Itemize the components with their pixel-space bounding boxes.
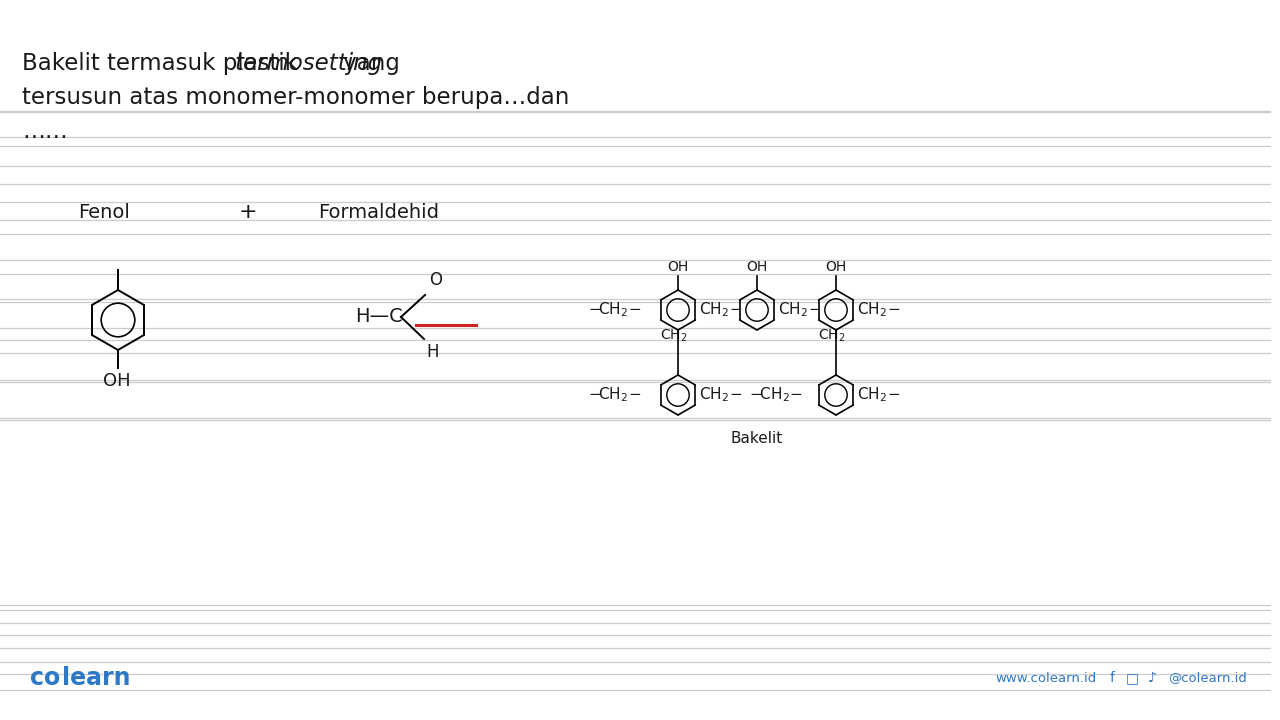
- Text: $-\!$CH$_2\!-$: $-\!$CH$_2\!-$: [588, 386, 641, 405]
- Text: OH: OH: [746, 260, 768, 274]
- Text: O: O: [429, 271, 442, 289]
- Text: +: +: [238, 202, 257, 222]
- Text: f: f: [1110, 671, 1115, 685]
- Text: yang: yang: [335, 52, 399, 75]
- Text: CH$_2$: CH$_2$: [660, 328, 687, 344]
- Text: OH: OH: [826, 260, 846, 274]
- Text: $-\!$CH$_2\!-$: $-\!$CH$_2\!-$: [588, 301, 641, 320]
- Text: tersusun atas monomer-monomer berupa…dan: tersusun atas monomer-monomer berupa…dan: [22, 86, 570, 109]
- Text: OH: OH: [667, 260, 689, 274]
- Text: www.colearn.id: www.colearn.id: [995, 672, 1096, 685]
- Text: Fenol: Fenol: [78, 203, 129, 222]
- Text: CH$_2\!-$: CH$_2\!-$: [699, 301, 742, 320]
- Text: co: co: [29, 666, 60, 690]
- Text: ……: ……: [22, 120, 68, 143]
- Text: OH: OH: [104, 372, 131, 390]
- Text: ♪: ♪: [1148, 671, 1156, 685]
- Text: CH$_2\!-$: CH$_2\!-$: [858, 301, 900, 320]
- Text: H—C: H—C: [355, 307, 403, 326]
- Text: Bakelit termasuk plastik: Bakelit termasuk plastik: [22, 52, 305, 75]
- Text: CH$_2$: CH$_2$: [818, 328, 846, 344]
- Text: termosetting: termosetting: [236, 52, 383, 75]
- Text: @colearn.id: @colearn.id: [1169, 672, 1247, 685]
- Text: Formaldehid: Formaldehid: [317, 203, 439, 222]
- Text: CH$_2\!-$: CH$_2\!-$: [778, 301, 822, 320]
- Text: H: H: [426, 343, 439, 361]
- Text: Bakelit: Bakelit: [731, 431, 783, 446]
- Text: CH$_2\!-$ $-\!$CH$_2\!-$: CH$_2\!-$ $-\!$CH$_2\!-$: [699, 386, 803, 405]
- Text: CH$_2\!-$: CH$_2\!-$: [858, 386, 900, 405]
- Text: □: □: [1125, 671, 1139, 685]
- Text: learn: learn: [61, 666, 131, 690]
